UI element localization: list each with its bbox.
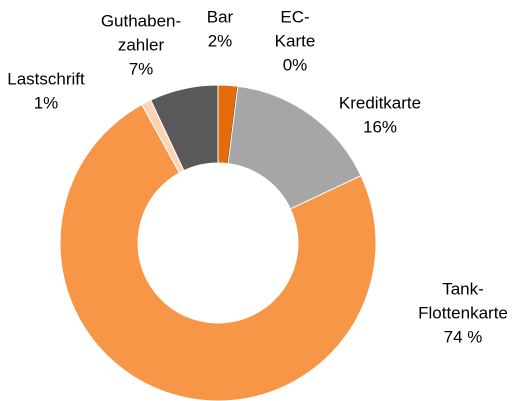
slice-label: Tank- [442,279,484,298]
slice [227,85,362,210]
value-label: 1% [34,93,59,112]
slice [59,103,377,401]
value-label: 2% [208,31,233,50]
value-label: 16% [363,117,397,136]
slice-label: zahler [118,35,165,54]
slice [150,84,219,172]
value-label: 74 % [444,327,483,346]
slice-label: Kreditkarte [339,93,421,112]
slice-label: Karte [275,31,316,50]
slice-label: EC- [280,7,309,26]
slice-label: Bar [207,7,234,26]
value-label: 0% [283,55,308,74]
slice-label: Flottenkarte [418,303,508,322]
slice-label: Guthaben- [101,11,181,30]
slice-label: Lastschrift [7,69,85,88]
value-label: 7% [129,59,154,78]
